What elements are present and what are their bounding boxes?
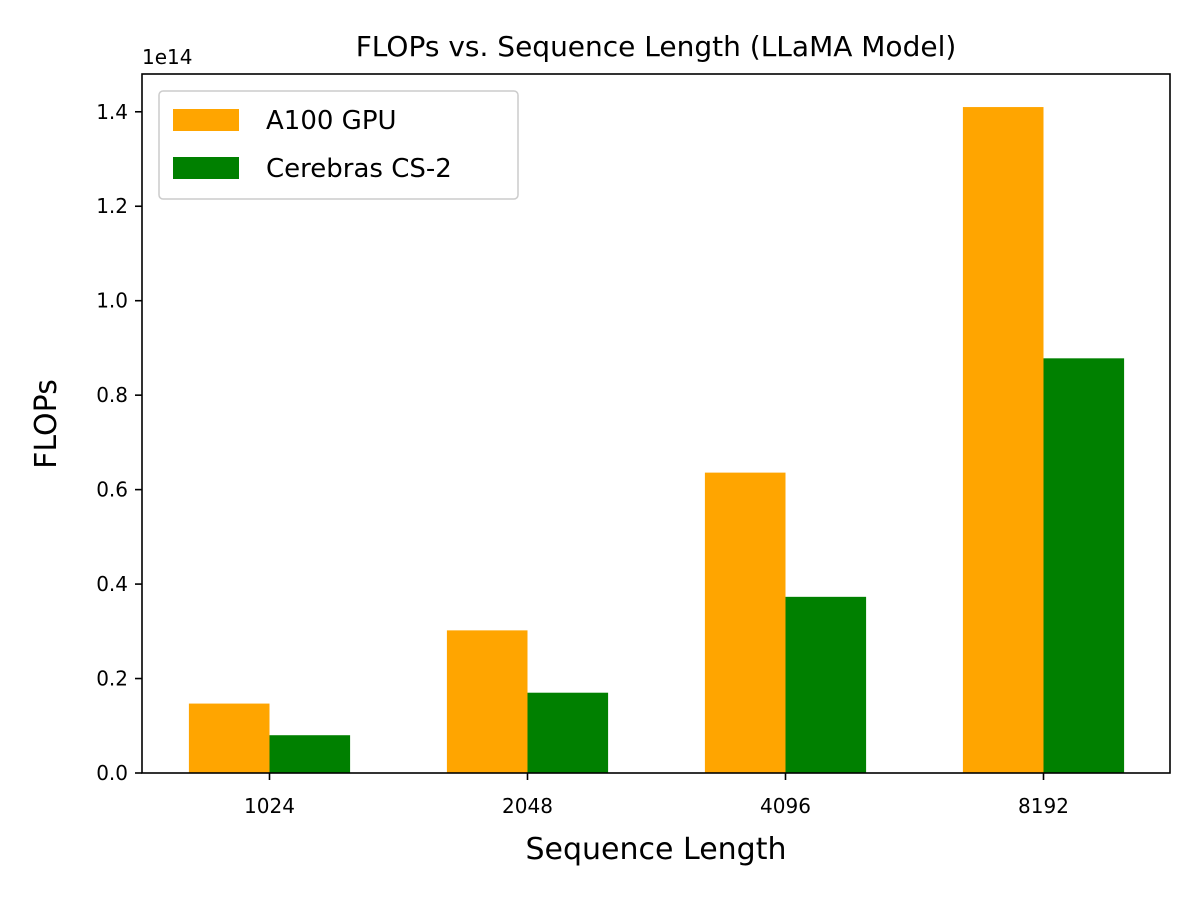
y-tick-label: 1.2 xyxy=(96,194,128,218)
legend: A100 GPU Cerebras CS-2 xyxy=(158,90,519,200)
plot-frame xyxy=(141,73,1171,774)
x-tick-label: 4096 xyxy=(760,794,811,818)
x-tick-label: 2048 xyxy=(502,794,553,818)
chart-title: FLOPs vs. Sequence Length (LLaMA Model) xyxy=(356,30,957,63)
legend-swatch xyxy=(173,157,239,179)
y-tick-label: 0.8 xyxy=(96,383,128,407)
bar-a100-gpu-2048 xyxy=(446,630,528,773)
bar-cerebras-cs-2-1024 xyxy=(269,735,351,773)
y-tick-label: 1.0 xyxy=(96,289,128,313)
y-tick-label: 0.6 xyxy=(96,478,128,502)
legend-swatch xyxy=(173,109,239,131)
y-tick-label: 0.4 xyxy=(96,572,128,596)
legend-box xyxy=(158,90,519,200)
y-tick-label: 0.2 xyxy=(96,667,128,691)
legend-label: A100 GPU xyxy=(266,106,397,136)
bar-cerebras-cs-2-8192 xyxy=(1043,358,1125,773)
y-tick-label: 1.4 xyxy=(96,100,128,124)
x-tick-label: 1024 xyxy=(244,794,295,818)
bar-cerebras-cs-2-4096 xyxy=(785,596,867,773)
y-axis-offset-label: 1e14 xyxy=(142,45,192,69)
y-axis-label: FLOPs xyxy=(29,379,64,469)
legend-label: Cerebras CS-2 xyxy=(266,154,452,184)
bar-cerebras-cs-2-2048 xyxy=(527,692,609,773)
x-tick-label: 8192 xyxy=(1018,794,1069,818)
bar-a100-gpu-1024 xyxy=(188,703,270,773)
axes-layer: 0.0 0.2 0.4 0.6 0.8 1.0 1.2 1.4 1024 2048 4096 8192 xyxy=(96,73,1171,818)
bars-layer xyxy=(188,107,1125,774)
bar-a100-gpu-8192 xyxy=(962,107,1044,774)
bar-a100-gpu-4096 xyxy=(704,472,786,773)
y-tick-label: 0.0 xyxy=(96,761,128,785)
x-axis-label: Sequence Length xyxy=(526,832,787,867)
